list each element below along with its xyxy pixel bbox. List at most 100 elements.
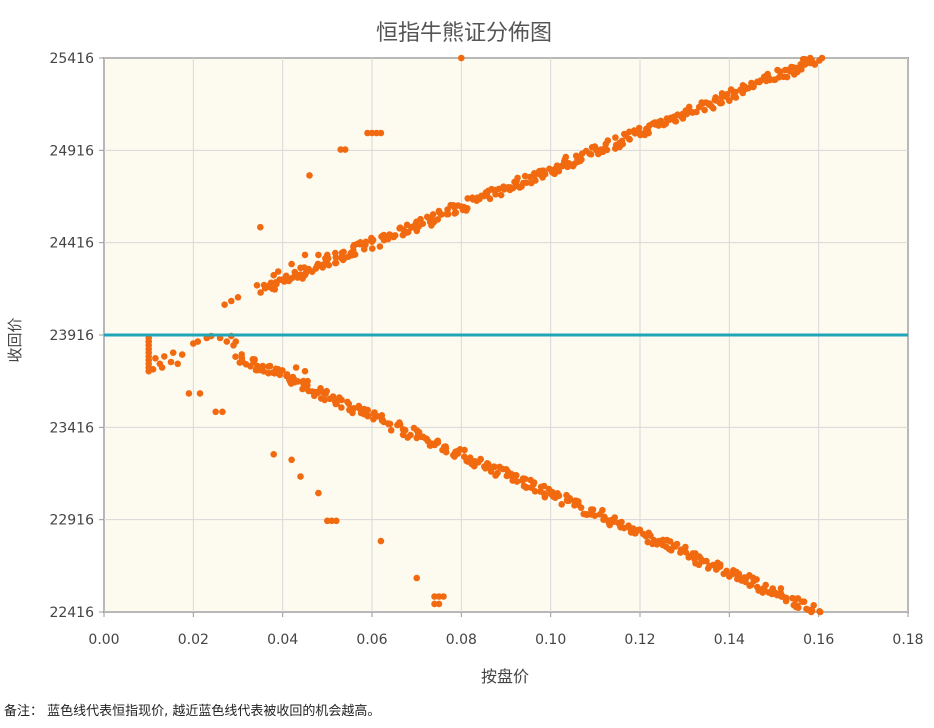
y-tick-label: 22916 [49,513,94,529]
data-point [270,271,278,279]
data-point [732,88,739,96]
data-point [541,170,549,178]
data-point [735,570,743,578]
x-tick-label: 0.10 [535,632,566,648]
data-point [555,167,563,175]
data-point [253,282,261,289]
data-point [433,438,441,446]
data-point [798,66,805,73]
data-point [711,96,719,104]
data-point [325,261,333,269]
data-point [754,583,761,591]
data-point [178,351,186,358]
data-point [161,353,168,360]
data-point [340,248,347,256]
data-point [616,139,623,147]
data-point [369,236,377,244]
data-point [370,415,377,423]
data-point [792,64,800,72]
data-point [174,360,181,368]
y-tick-label: 22416 [49,605,94,621]
x-tick-label: 0.12 [624,632,655,648]
data-point [621,130,628,138]
data-point [685,103,693,111]
data-point [219,408,226,416]
data-point [221,301,228,309]
data-point [591,143,599,151]
data-point [434,216,442,223]
data-point [404,228,412,236]
data-point [376,243,384,250]
data-point [435,600,443,608]
data-point [565,497,573,505]
data-point [228,297,235,305]
data-point [801,61,809,68]
data-point [274,268,282,275]
data-point [671,117,679,125]
data-point [277,367,285,375]
y-tick-label: 23916 [49,328,94,344]
data-point [565,160,573,167]
x-tick-label: 0.14 [714,632,745,648]
x-tick-label: 0.08 [446,632,477,648]
data-point [514,174,521,182]
data-point [769,587,777,594]
data-point [315,251,322,259]
x-axis-ticks: 0.00 0.02 0.04 0.06 0.08 0.10 0.12 0.14 0.16 0.18 [88,612,924,648]
data-point [672,543,679,550]
data-point [695,561,703,569]
data-point [315,489,322,497]
data-point [677,549,684,556]
data-point [540,482,548,490]
data-point [486,195,494,203]
data-point [438,211,445,218]
y-tick-label: 24416 [49,236,94,252]
data-point [234,294,242,301]
data-point [647,532,654,539]
data-point [809,59,817,67]
data-point [152,355,159,362]
data-point [288,456,295,464]
data-point [679,115,687,122]
data-point [491,463,498,471]
data-point [299,385,306,393]
data-point [338,404,345,411]
data-point [386,420,394,428]
data-point [522,484,530,491]
data-points [145,54,826,616]
data-point [653,539,660,546]
data-point [238,354,246,362]
data-point [377,129,385,137]
data-point [603,146,611,154]
data-point [266,362,274,370]
y-axis-ticks: 22416 22916 23416 23916 24416 24916 25416 [49,51,104,621]
data-point [705,101,713,108]
data-point [326,395,334,403]
data-point [429,211,437,218]
data-point [169,349,177,357]
data-point [799,598,806,605]
data-point [519,477,526,484]
data-point [466,454,474,462]
data-point [369,245,376,252]
data-point [625,135,633,143]
data-point [332,249,339,257]
data-point [604,137,612,144]
data-point [223,338,231,345]
y-tick-label: 25416 [49,51,94,67]
data-point [364,412,371,419]
data-point [723,567,730,575]
data-point [458,54,465,62]
data-point [780,73,787,81]
data-point [306,172,313,179]
data-point [589,506,597,513]
data-point [710,105,717,112]
data-point [332,259,339,267]
data-point [599,506,606,514]
data-point [271,286,279,293]
data-point [333,517,340,525]
data-point [562,153,570,161]
data-point [257,289,264,296]
data-point [810,602,817,609]
data-point [816,608,823,615]
